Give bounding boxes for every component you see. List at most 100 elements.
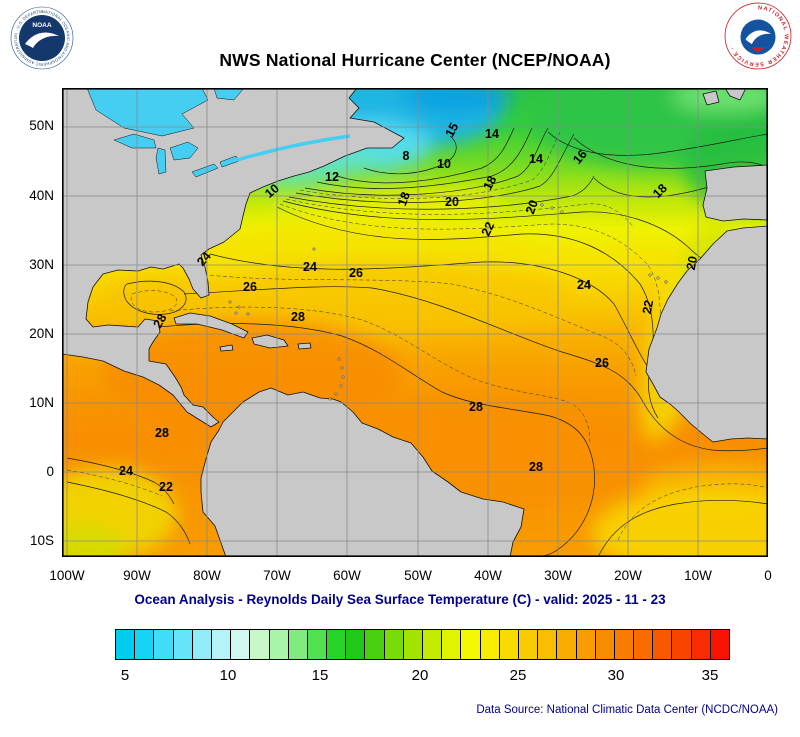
colorbar-tick: 15	[311, 667, 329, 684]
colorbar-cell	[307, 630, 328, 659]
contour-label: 15	[443, 121, 462, 140]
contour-label: 26	[349, 266, 363, 280]
x-axis-label: 10W	[684, 568, 712, 583]
colorbar-cell	[499, 630, 519, 659]
contour-label: 20	[523, 198, 541, 216]
colorbar-cell	[576, 630, 596, 659]
colorbar-cell	[192, 630, 212, 659]
data-source: Data Source: National Climatic Data Cent…	[476, 704, 778, 716]
colorbar-cell	[231, 630, 251, 659]
colorbar-tick: 35	[701, 667, 719, 684]
colorbar-cell	[691, 630, 711, 659]
colorbar-cell	[518, 630, 539, 659]
colorbar-cell	[634, 630, 654, 659]
contour-label: 26	[243, 280, 257, 294]
nws-logo-icon: NATIONAL WEATHER SERVICE ·	[724, 2, 792, 70]
colorbar-cell	[442, 630, 462, 659]
x-axis-label: 30W	[544, 568, 572, 583]
hudson-bay	[86, 88, 209, 137]
land-south-america	[200, 387, 525, 557]
contour-label: 22	[159, 480, 173, 494]
land-britain	[724, 88, 747, 101]
y-axis-label: 30N	[29, 257, 54, 272]
contour-label: 28	[529, 460, 543, 474]
colorbar-cell	[269, 630, 289, 659]
foxe-basin	[213, 88, 245, 101]
land-hispaniola	[251, 334, 289, 349]
inland-water	[86, 88, 245, 178]
contour-label: 26	[595, 356, 609, 370]
colorbar-cell	[327, 630, 347, 659]
land-iberia	[702, 164, 768, 222]
x-axis-label: 40W	[474, 568, 502, 583]
contour-lines-solid	[66, 127, 768, 557]
colorbar-tick: 25	[509, 667, 527, 684]
lake-superior	[113, 133, 157, 149]
contour-label: 14	[485, 127, 499, 141]
colorbar-cell	[154, 630, 174, 659]
x-axis-label: 0	[764, 568, 772, 583]
colorbar-cell	[250, 630, 270, 659]
colorbar-cell	[384, 630, 404, 659]
colorbar-cell	[480, 630, 500, 659]
x-axis-label: 90W	[123, 568, 151, 583]
land-cuba	[173, 312, 249, 339]
colorbar-cell	[595, 630, 615, 659]
sst-map: 15 14 8 10 14 16 12 10 18 20 18 20 18 22…	[62, 88, 768, 557]
lake-michigan	[155, 147, 167, 175]
contour-labels: 15 14 8 10 14 16 12 10 18 20 18 20 18 22…	[119, 121, 700, 494]
colorbar-cell	[423, 630, 443, 659]
y-axis-label: 10S	[29, 533, 54, 548]
colorbar-tick: 20	[411, 667, 429, 684]
contour-label: 22	[479, 220, 498, 239]
colorbar-cell	[538, 630, 558, 659]
small-islands	[128, 203, 668, 476]
colorbar-tick: 30	[607, 667, 625, 684]
contour-label: 22	[640, 299, 656, 315]
colorbar	[115, 629, 730, 660]
land-puerto-rico	[297, 342, 312, 350]
noaa-gull-icon	[25, 32, 59, 48]
contour-label: 28	[469, 400, 483, 414]
graticule	[62, 88, 768, 557]
y-axis-label: 40N	[29, 188, 54, 203]
y-axis-label: 20N	[29, 326, 54, 341]
contour-label: 24	[119, 464, 133, 478]
land-jamaica	[219, 344, 234, 352]
x-axis-label: 100W	[49, 568, 85, 583]
contour-label: 28	[291, 310, 305, 324]
x-axis-label: 80W	[193, 568, 221, 583]
colorbar-cell	[211, 630, 232, 659]
contour-label: 20	[684, 255, 701, 272]
map-caption: Ocean Analysis - Reynolds Daily Sea Surf…	[134, 592, 666, 607]
land-ireland	[702, 90, 720, 106]
contour-label: 14	[529, 152, 543, 166]
colorbar-cell	[116, 630, 136, 659]
contour-label: 24	[303, 260, 317, 274]
colorbar-cell	[365, 630, 385, 659]
noaa-acronym: NOAA	[32, 22, 51, 29]
colorbar-cell	[288, 630, 308, 659]
nws-gull-icon	[745, 30, 772, 45]
contour-label: 28	[150, 311, 169, 330]
contour-label: 10	[437, 157, 451, 171]
contour-label: 18	[395, 190, 413, 208]
x-axis-label: 60W	[333, 568, 361, 583]
colorbar-tick: 10	[219, 667, 237, 684]
nws-chevron	[750, 47, 766, 53]
colorbar-cell	[672, 630, 692, 659]
colorbar-cell	[173, 630, 193, 659]
map-frame	[62, 88, 768, 557]
land-north-america	[62, 88, 405, 428]
page-title: NWS National Hurricane Center (NCEP/NOAA…	[219, 50, 611, 70]
contour-label: 8	[403, 149, 410, 163]
contour-label: 20	[445, 195, 459, 209]
colorbar-tick: 5	[120, 667, 130, 684]
lake-huron	[169, 141, 199, 161]
colorbar-cell	[403, 630, 423, 659]
colorbar-cell	[461, 630, 481, 659]
colorbar-wrap: 5 10 15 20 25 30 35	[115, 629, 730, 699]
contour-label: 28	[155, 426, 169, 440]
colorbar-cell	[135, 630, 155, 659]
